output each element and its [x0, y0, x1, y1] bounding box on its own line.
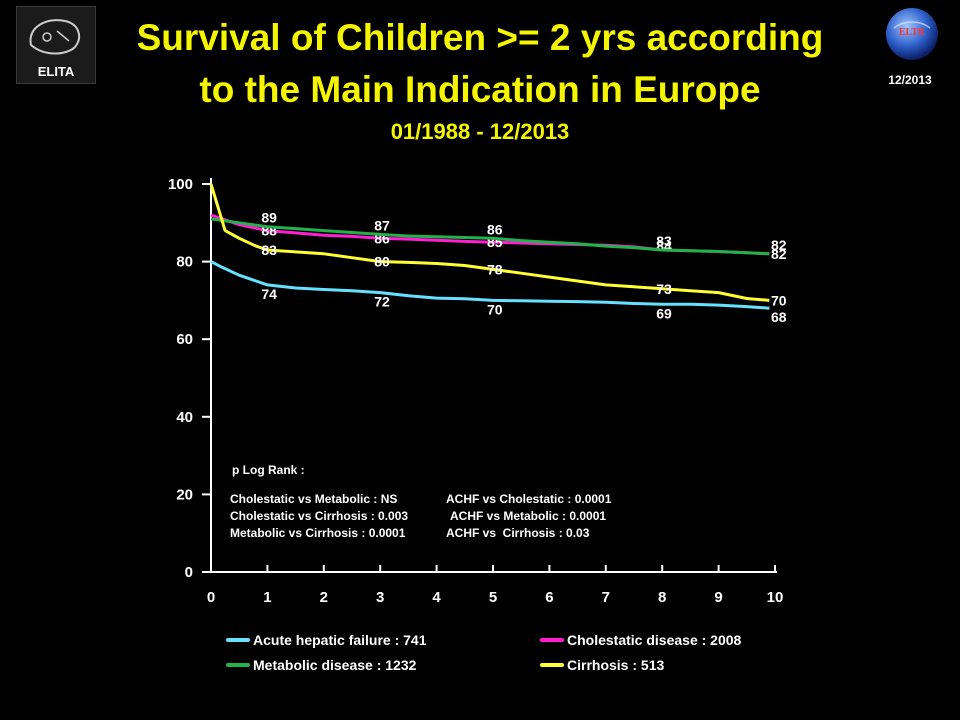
data-label: 87 [374, 217, 390, 233]
series-line [210, 260, 770, 310]
data-label: 70 [487, 301, 503, 317]
y-tick-label: 40 [176, 409, 193, 426]
data-label: 78 [487, 261, 503, 277]
eltr-logo-text: ELTR [898, 27, 926, 38]
data-label: 82 [771, 237, 787, 253]
data-label: 68 [771, 309, 787, 325]
data-label: 69 [656, 305, 672, 321]
legend-item-cirrhosis: Cirrhosis : 513 [540, 657, 664, 673]
stat-row-1-right: ACHF vs Cholestatic : 0.0001 [446, 492, 612, 506]
x-tick-label: 1 [263, 589, 271, 606]
date-tag: 12/2013 [888, 73, 932, 87]
data-label: 89 [261, 210, 277, 226]
legend-swatch-metabolic [226, 663, 250, 667]
series-line [210, 217, 770, 256]
legend-label-cirrhosis: Cirrhosis : 513 [567, 657, 665, 673]
elita-logo-text: ELITA [37, 64, 75, 79]
x-tick-label: 10 [767, 589, 784, 606]
stat-row-2-right: ACHF vs Metabolic : 0.0001 [450, 509, 607, 523]
y-tick-label: 100 [168, 176, 193, 193]
y-tick-label: 0 [185, 564, 193, 581]
x-tick-label: 6 [545, 589, 553, 606]
eltr-logo: ELTR [884, 6, 940, 62]
x-tick-label: 3 [376, 589, 384, 606]
x-tick-label: 4 [432, 589, 441, 606]
data-label: 83 [261, 242, 277, 258]
log-rank-heading: p Log Rank : [232, 463, 305, 477]
liver-icon [29, 19, 81, 55]
title-line-1: Survival of Children >= 2 yrs according [136, 17, 824, 58]
legend-item-metabolic: Metabolic disease : 1232 [226, 657, 416, 673]
legend-item-cholestatic: Cholestatic disease : 2008 [540, 632, 741, 648]
data-label: 74 [261, 286, 277, 302]
y-tick-label: 20 [176, 486, 193, 503]
x-tick-label: 9 [714, 589, 722, 606]
legend-label-acute: Acute hepatic failure : 741 [253, 632, 427, 648]
data-label: 83 [656, 233, 672, 249]
title-line-2: to the Main Indication in Europe [199, 69, 761, 110]
x-tick-label: 8 [658, 589, 666, 606]
x-tick-label: 2 [320, 589, 328, 606]
legend-label-cholestatic: Cholestatic disease : 2008 [567, 632, 742, 648]
elita-logo: ELITA [16, 6, 96, 84]
series-line [209, 183, 770, 302]
legend-swatch-cholestatic [540, 638, 564, 642]
x-tick-label: 0 [207, 589, 215, 606]
legend-item-acute: Acute hepatic failure : 741 [226, 632, 427, 648]
x-tick-label: 5 [489, 589, 497, 606]
stat-row-3-left: Metabolic vs Cirrhosis : 0.0001 [230, 526, 406, 540]
stat-row-3-right: ACHF vs Cirrhosis : 0.03 [446, 526, 590, 540]
legend-swatch-cirrhosis [540, 663, 564, 667]
page-subtitle: 01/1988 - 12/2013 [390, 119, 570, 144]
stat-row-1-left: Cholestatic vs Metabolic : NS [230, 492, 398, 506]
globe-icon [886, 8, 938, 60]
data-label: 72 [374, 294, 390, 310]
y-tick-label: 60 [176, 331, 193, 348]
x-tick-label: 7 [602, 589, 610, 606]
data-label: 86 [487, 221, 503, 237]
y-tick-label: 80 [176, 254, 193, 271]
stat-row-2-left: Cholestatic vs Cirrhosis : 0.003 [230, 509, 409, 523]
legend-label-metabolic: Metabolic disease : 1232 [253, 657, 417, 673]
data-label: 82 [771, 246, 787, 262]
legend-swatch-acute [226, 638, 250, 642]
data-label: 73 [656, 281, 672, 297]
data-label: 80 [374, 254, 390, 270]
page-title: Survival of Children >= 2 yrs according … [0, 12, 960, 116]
data-label: 70 [771, 292, 787, 308]
